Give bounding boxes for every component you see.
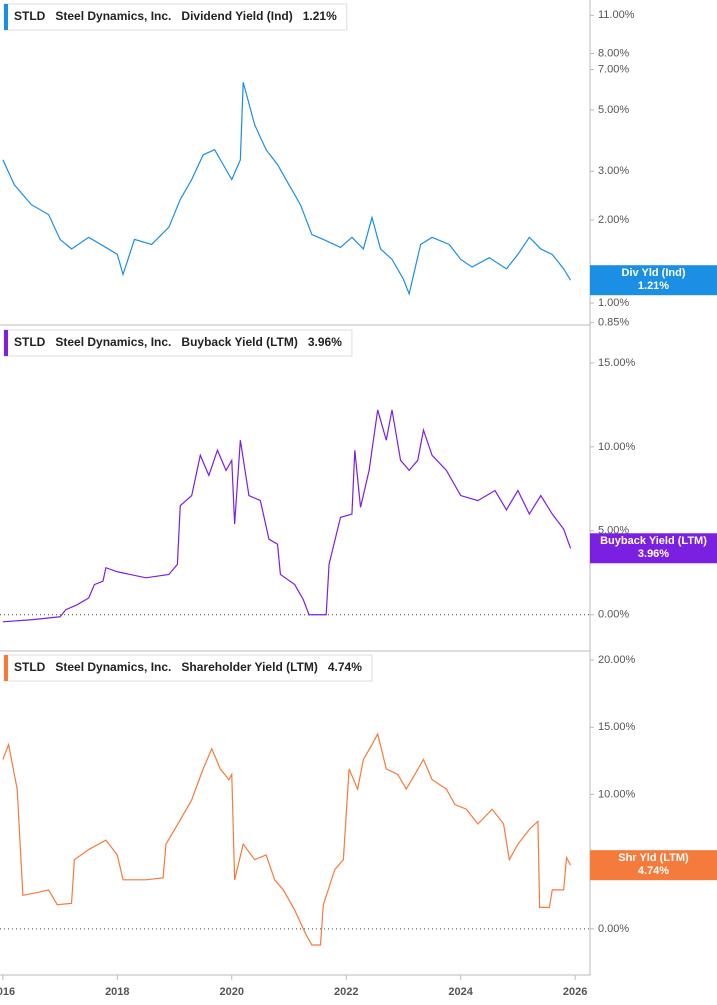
legend-swatch bbox=[4, 4, 8, 30]
legend-ticker: STLD bbox=[14, 9, 46, 23]
value-flag-value: 3.96% bbox=[638, 548, 669, 560]
value-flag-name: Div Yld (Ind) bbox=[622, 267, 686, 279]
legend-company: Steel Dynamics, Inc. bbox=[55, 335, 171, 349]
y-tick-label: 3.00% bbox=[598, 165, 629, 177]
y-tick-label: 0.00% bbox=[598, 923, 629, 935]
y-tick-label: 0.00% bbox=[598, 609, 629, 621]
legend-series: Shareholder Yield (LTM) bbox=[181, 660, 317, 674]
x-tick-label: 2026 bbox=[563, 986, 587, 998]
legend-box bbox=[3, 329, 353, 357]
legend-ticker: STLD bbox=[14, 335, 46, 349]
legend: STLD Steel Dynamics, Inc. Buyback Yield (L… bbox=[3, 329, 353, 357]
legend-series: Dividend Yield (Ind) bbox=[181, 9, 292, 23]
value-flag bbox=[590, 533, 717, 564]
x-tick-label: 2016 bbox=[0, 986, 15, 998]
value-flag-name: Shr Yld (LTM) bbox=[618, 852, 689, 864]
y-tick-label: 10.00% bbox=[598, 788, 636, 800]
y-tick-label: 20.00% bbox=[598, 654, 636, 666]
legend-swatch bbox=[4, 655, 8, 681]
x-tick-label: 2018 bbox=[105, 986, 129, 998]
x-tick-label: 2022 bbox=[334, 986, 358, 998]
value-flag bbox=[590, 265, 717, 296]
y-tick-label: 1.00% bbox=[598, 297, 629, 309]
legend-series: Buyback Yield (LTM) bbox=[181, 335, 297, 349]
x-tick-label: 2024 bbox=[448, 986, 473, 998]
y-tick-label: 7.00% bbox=[598, 63, 629, 75]
y-tick-label: 5.00% bbox=[598, 104, 629, 116]
series-line bbox=[2, 409, 572, 623]
legend-value: 3.96% bbox=[308, 335, 342, 349]
legend-box bbox=[3, 3, 348, 31]
legend: STLD Steel Dynamics, Inc. Dividend Yield (… bbox=[3, 3, 348, 31]
legend-company: Steel Dynamics, Inc. bbox=[55, 9, 171, 23]
y-tick-label: 15.00% bbox=[598, 721, 636, 733]
series-line bbox=[2, 732, 572, 946]
x-tick-label: 2020 bbox=[220, 986, 244, 998]
legend-ticker: STLD bbox=[14, 660, 46, 674]
legend-company: Steel Dynamics, Inc. bbox=[55, 660, 171, 674]
y-tick-label: 8.00% bbox=[598, 47, 629, 59]
legend-value: 1.21% bbox=[303, 9, 337, 23]
value-flag bbox=[590, 850, 717, 881]
value-flag-value: 1.21% bbox=[638, 280, 669, 292]
value-flag-value: 4.74% bbox=[638, 865, 669, 877]
y-tick-label: 11.00% bbox=[598, 9, 635, 21]
series-line bbox=[2, 82, 572, 296]
value-flag-name: Buyback Yield (LTM) bbox=[600, 535, 707, 547]
legend-box bbox=[3, 654, 373, 682]
legend-value: 4.74% bbox=[328, 660, 362, 674]
y-tick-label: 10.00% bbox=[598, 441, 636, 453]
y-tick-label: 2.00% bbox=[598, 214, 629, 226]
legend: STLD Steel Dynamics, Inc. Shareholder Yiel… bbox=[3, 654, 373, 682]
y-tick-label: 15.00% bbox=[598, 357, 636, 369]
legend-swatch bbox=[4, 330, 8, 356]
y-tick-label: 0.85% bbox=[598, 316, 629, 328]
